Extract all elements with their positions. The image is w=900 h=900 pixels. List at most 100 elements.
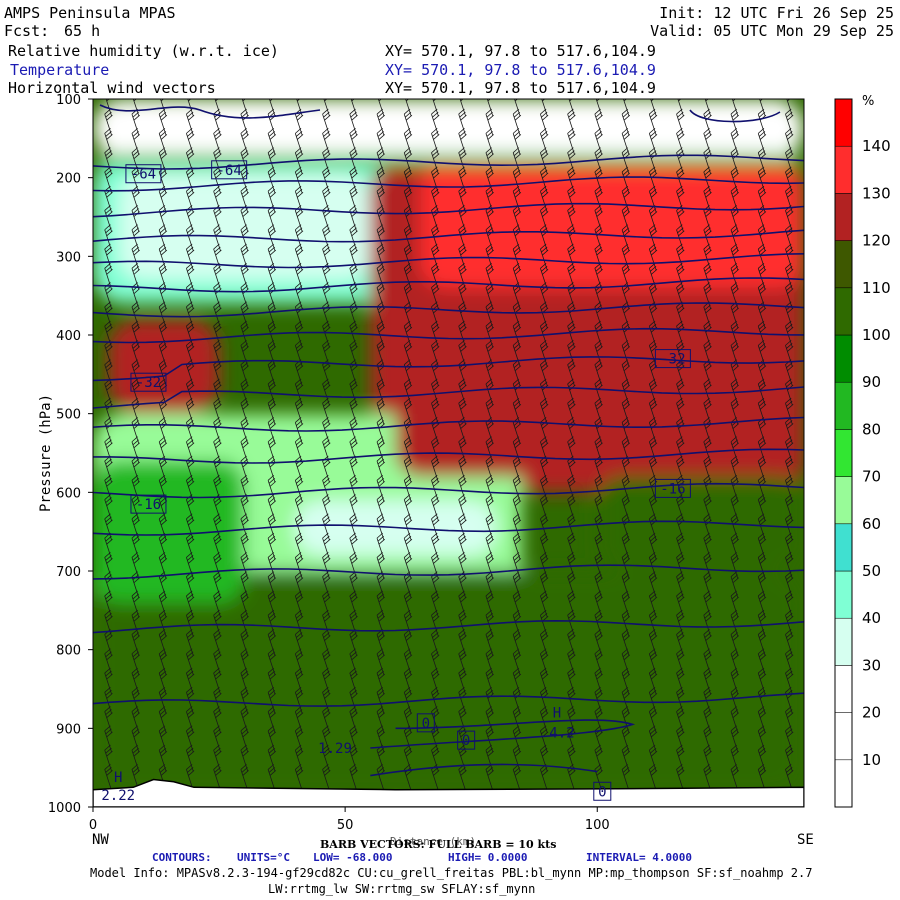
barb-feather bbox=[241, 747, 248, 754]
barb-feather bbox=[106, 596, 113, 603]
barb-body bbox=[131, 301, 140, 328]
barb-feather bbox=[105, 478, 112, 484]
barb-feather bbox=[186, 224, 193, 231]
barb-feather bbox=[215, 365, 222, 372]
barb-feather bbox=[268, 593, 276, 600]
barb-feather bbox=[242, 442, 249, 449]
wind-barb bbox=[131, 667, 140, 695]
barb-body bbox=[104, 359, 113, 386]
barb-feather bbox=[159, 343, 167, 349]
barb-shaft bbox=[104, 191, 112, 213]
barb-feather bbox=[267, 90, 275, 95]
barb-feather bbox=[105, 497, 112, 503]
barb-shaft bbox=[104, 364, 112, 386]
barb-body bbox=[213, 648, 222, 675]
wind-barb bbox=[186, 340, 195, 367]
barb-feather bbox=[105, 747, 112, 754]
wind-barb bbox=[186, 320, 195, 348]
wind-barb bbox=[240, 185, 249, 213]
wind-barb bbox=[158, 128, 168, 155]
barb-feather bbox=[159, 150, 167, 156]
barb-feather bbox=[269, 326, 277, 333]
barb-shaft bbox=[240, 345, 249, 367]
barb-body bbox=[104, 474, 113, 502]
barb-feather bbox=[267, 513, 275, 520]
barb-feather bbox=[187, 400, 194, 407]
barb-shaft bbox=[104, 769, 112, 791]
barb-feather bbox=[267, 417, 275, 423]
barb-feather bbox=[269, 558, 277, 564]
barb-feather bbox=[187, 304, 194, 311]
barb-body bbox=[158, 320, 168, 348]
barb-feather bbox=[132, 690, 139, 696]
barb-body bbox=[131, 706, 140, 733]
barb-feather bbox=[376, 90, 384, 95]
barb-feather bbox=[105, 420, 112, 426]
barb-body bbox=[240, 552, 249, 579]
barb-feather bbox=[241, 400, 248, 407]
barb-feather bbox=[268, 208, 276, 214]
barb-shaft bbox=[104, 248, 112, 271]
barb-shaft bbox=[213, 750, 221, 772]
barb-shaft bbox=[158, 403, 167, 425]
barb-feather bbox=[132, 747, 139, 754]
barb-feather bbox=[214, 362, 221, 369]
field-temp-name: Temperature bbox=[10, 61, 110, 79]
barb-feather bbox=[160, 172, 168, 179]
barb-feather bbox=[133, 114, 140, 121]
barb-body bbox=[213, 340, 222, 367]
wind-barb bbox=[131, 590, 140, 617]
wind-barb bbox=[104, 764, 113, 791]
barb-feather bbox=[158, 128, 166, 134]
valid-time: Valid: 05 UTC Mon 29 Sep 25 bbox=[650, 22, 894, 40]
barb-feather bbox=[540, 93, 548, 98]
barb-feather bbox=[104, 764, 111, 770]
barb-feather bbox=[269, 442, 277, 449]
barb-feather bbox=[214, 555, 221, 561]
barb-body bbox=[104, 552, 113, 579]
barb-feather bbox=[214, 497, 221, 503]
barb-feather bbox=[214, 188, 221, 195]
barb-body bbox=[186, 397, 195, 425]
barb-body bbox=[158, 262, 168, 290]
barb-feather bbox=[215, 654, 222, 661]
barb-feather bbox=[105, 208, 112, 214]
barb-feather bbox=[105, 516, 112, 523]
barb-feather bbox=[133, 519, 140, 526]
barb-feather bbox=[268, 651, 276, 658]
barb-feather bbox=[131, 725, 138, 732]
barb-feather bbox=[133, 673, 140, 680]
barb-feather bbox=[133, 230, 140, 237]
barb-feather bbox=[268, 574, 276, 581]
barb-feather bbox=[131, 378, 138, 385]
wind-barb bbox=[158, 609, 168, 637]
barb-body bbox=[240, 436, 249, 463]
barb-feather bbox=[133, 693, 140, 699]
barb-feather bbox=[133, 134, 140, 140]
barb-feather bbox=[214, 285, 221, 291]
barb-body bbox=[267, 378, 277, 405]
barb-feather bbox=[241, 593, 248, 600]
wind-barb bbox=[267, 436, 277, 463]
barb-feather bbox=[240, 320, 247, 327]
barb-body bbox=[213, 108, 222, 136]
barb-body bbox=[213, 552, 222, 579]
barb-feather bbox=[104, 552, 111, 558]
barb-feather bbox=[215, 307, 222, 314]
wind-barb bbox=[158, 90, 168, 116]
barb-feather bbox=[269, 211, 277, 217]
barb-feather bbox=[241, 188, 248, 195]
barb-body bbox=[104, 706, 113, 733]
barb-shaft bbox=[104, 672, 112, 695]
barb-feather bbox=[131, 359, 138, 365]
wind-barb bbox=[213, 340, 222, 367]
wind-barb bbox=[267, 90, 277, 116]
barb-shaft bbox=[267, 499, 276, 521]
barb-shaft bbox=[131, 268, 140, 290]
wind-barb bbox=[213, 648, 222, 675]
barb-shaft bbox=[240, 99, 249, 116]
barb-shaft bbox=[240, 557, 249, 579]
field-wind-xy: XY= 570.1, 97.8 to 517.6,104.9 bbox=[385, 79, 656, 97]
barb-feather bbox=[158, 90, 166, 95]
barb-shaft bbox=[131, 595, 140, 617]
